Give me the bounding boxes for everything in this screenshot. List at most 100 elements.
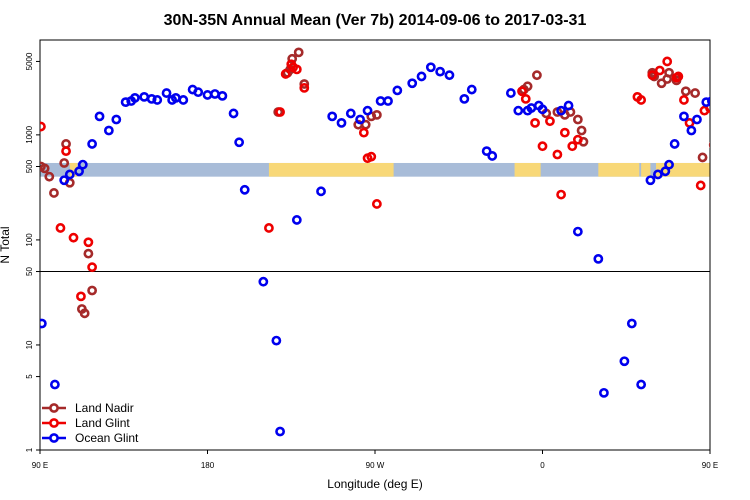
data-point <box>716 159 723 166</box>
data-point <box>264 223 274 233</box>
data-point <box>520 93 531 104</box>
data-point <box>466 84 477 95</box>
data-point <box>87 285 98 296</box>
data-point <box>664 159 674 170</box>
data-point <box>280 69 291 79</box>
legend-label: Land Nadir <box>75 401 134 415</box>
data-point <box>481 146 492 157</box>
legend-item: Land Nadir <box>42 401 134 415</box>
data-point <box>336 117 347 128</box>
data-point <box>572 226 583 237</box>
x-tick-label: 90 E <box>702 461 718 470</box>
data-point <box>742 153 749 160</box>
data-point <box>556 189 567 200</box>
y-tick-label: 5 <box>25 374 34 379</box>
x-tick-label: 90 W <box>366 461 385 470</box>
data-point <box>680 86 691 97</box>
data-point <box>721 158 728 165</box>
data-point <box>299 79 310 89</box>
data-point <box>636 379 647 390</box>
data-point <box>721 93 728 100</box>
data-point <box>572 134 583 145</box>
y-tick-label: 1000 <box>25 125 34 143</box>
data-point <box>647 70 658 81</box>
data-point <box>202 90 213 100</box>
data-point <box>487 151 498 161</box>
y-tick-label: 10 <box>25 340 34 349</box>
data-points <box>40 47 749 437</box>
data-point <box>358 127 369 138</box>
data-point <box>701 97 710 108</box>
data-point <box>530 117 540 128</box>
data-point <box>76 291 86 302</box>
data-point <box>513 105 524 116</box>
data-point <box>435 66 446 77</box>
data-point <box>345 108 356 119</box>
data-point <box>599 387 609 398</box>
data-point <box>44 171 55 182</box>
data-point <box>459 93 470 104</box>
data-point <box>619 356 630 367</box>
data-point <box>686 125 697 136</box>
data-point <box>708 141 710 149</box>
data-point <box>94 111 105 122</box>
data-point <box>392 85 403 96</box>
legend-item: Ocean Glint <box>42 431 139 445</box>
data-point <box>684 117 695 128</box>
data-point <box>291 64 302 75</box>
data-point <box>692 114 702 125</box>
series-ocean-glint <box>40 62 728 437</box>
plot-frame <box>39 39 711 451</box>
data-point <box>287 53 298 64</box>
data-point <box>652 169 663 180</box>
data-point <box>59 158 70 168</box>
data-point <box>732 159 739 166</box>
land-segment <box>598 162 640 177</box>
data-point <box>690 88 701 98</box>
data-point <box>669 139 680 149</box>
x-tick-label: 90 E <box>32 461 48 470</box>
data-point <box>714 94 721 101</box>
data-point <box>146 93 157 104</box>
data-point <box>664 67 674 78</box>
data-point <box>355 114 366 125</box>
series-land-nadir <box>40 47 749 319</box>
data-point <box>371 109 382 120</box>
land-segment <box>514 162 541 177</box>
data-point <box>505 88 516 98</box>
land-ocean-band <box>40 162 710 177</box>
data-point <box>563 100 574 111</box>
land-segment <box>641 162 651 177</box>
data-point <box>87 262 98 273</box>
data-point <box>275 107 285 117</box>
land-segment <box>69 162 78 177</box>
data-point <box>77 159 88 170</box>
land-segment <box>268 162 394 177</box>
legend-marker <box>49 403 59 413</box>
data-point <box>706 96 710 106</box>
data-point <box>425 62 436 73</box>
data-point <box>695 180 706 191</box>
data-point <box>679 95 689 105</box>
data-point <box>714 123 721 130</box>
data-point <box>59 175 70 186</box>
chart-title: 30N-35N Annual Mean (Ver 7b) 2014-09-06 … <box>164 12 587 29</box>
data-point <box>537 141 548 152</box>
data-point <box>697 152 708 163</box>
x-tick-label: 0 <box>540 461 545 470</box>
data-point <box>299 82 310 93</box>
data-point <box>161 88 172 98</box>
y-tick-label: 100 <box>25 233 34 247</box>
data-point <box>61 146 71 157</box>
data-point <box>40 318 47 329</box>
data-point <box>49 188 59 198</box>
y-axis: 1 5 10 50 100 500 1000 5000 <box>25 52 40 452</box>
data-point <box>537 104 548 115</box>
data-point <box>626 318 637 329</box>
data-point <box>239 184 250 195</box>
data-point <box>572 114 583 125</box>
data-point <box>40 163 50 174</box>
data-point <box>645 175 656 186</box>
